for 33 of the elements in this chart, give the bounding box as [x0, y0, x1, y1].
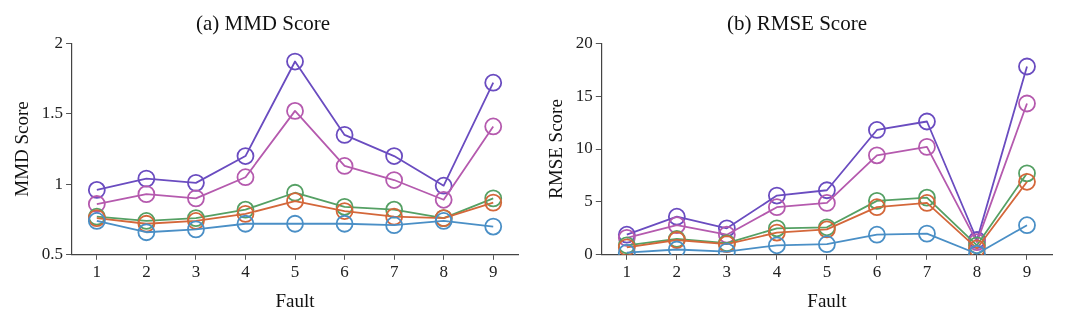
y-tick-label: 1.5: [41, 103, 64, 123]
x-tick-label: 6: [340, 262, 349, 282]
y-tick-label: 20: [575, 32, 593, 52]
x-tick-label: 1: [92, 262, 102, 282]
x-tick-label: 7: [389, 262, 399, 282]
x-tick-label: 9: [1022, 262, 1032, 282]
y-tick-label: 2: [54, 32, 64, 52]
x-axis-title: Fault: [807, 289, 848, 311]
x-tick-label: 5: [822, 262, 832, 282]
x-tick-label: 3: [191, 262, 201, 282]
x-tick-label: 8: [972, 262, 982, 282]
y-tick-label: 0: [584, 244, 593, 264]
x-tick-label: 2: [142, 262, 151, 282]
y-axis-title: RMSE Score: [545, 99, 567, 199]
y-tick-label: 10: [575, 138, 593, 158]
chart-title: (a) MMD Score: [195, 11, 331, 36]
x-tick-label: 4: [772, 262, 782, 282]
x-tick-label: 8: [439, 262, 448, 282]
y-axis-title: MMD Score: [11, 101, 33, 197]
x-tick-label: 5: [290, 262, 300, 282]
x-tick-label: 2: [672, 262, 682, 282]
chart-title: (b) RMSE Score: [727, 11, 867, 36]
y-tick-label: 1: [54, 173, 64, 193]
x-tick-label: 7: [922, 262, 932, 282]
x-tick-label: 9: [488, 262, 498, 282]
x-tick-label: 4: [241, 262, 251, 282]
x-axis-title: Fault: [275, 289, 316, 311]
x-tick-label: 3: [722, 262, 732, 282]
y-tick-label: 15: [575, 85, 593, 105]
x-tick-label: 6: [872, 262, 882, 282]
x-tick-label: 1: [622, 262, 632, 282]
y-tick-label: 5: [584, 191, 593, 211]
y-tick-label: 0.5: [41, 244, 64, 264]
